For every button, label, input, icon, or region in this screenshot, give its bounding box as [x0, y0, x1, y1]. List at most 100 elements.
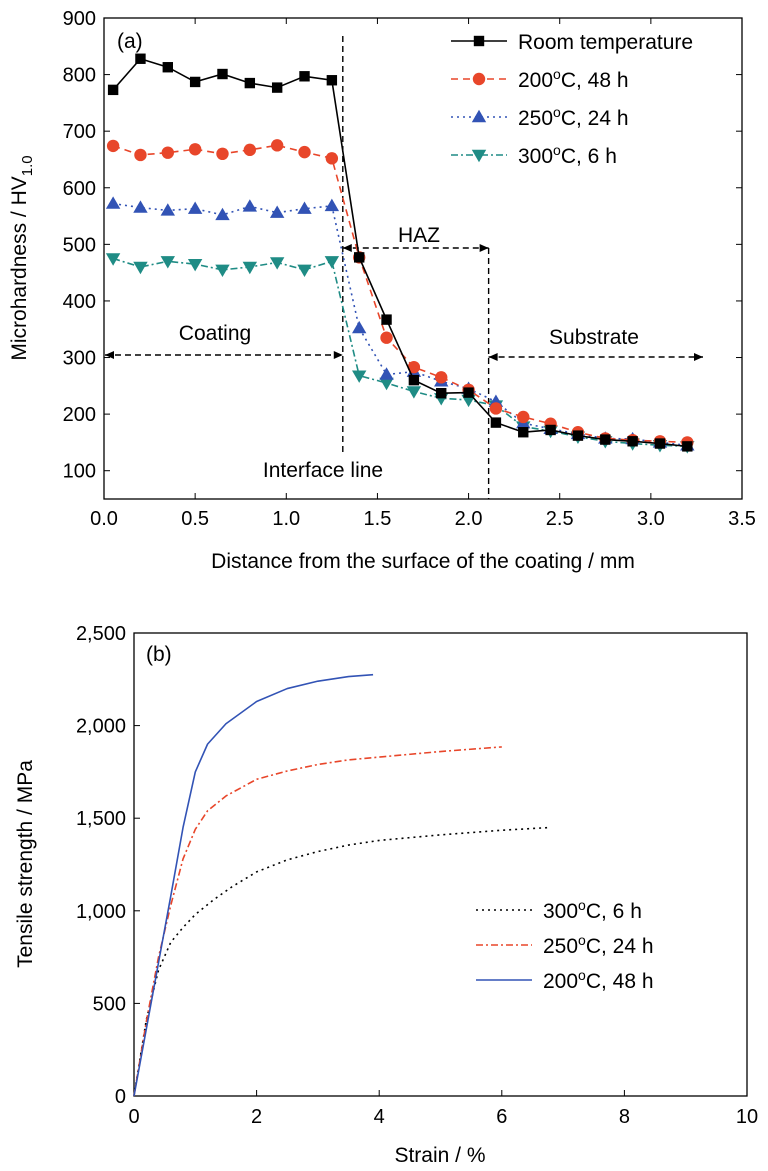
- data-point: [243, 143, 257, 157]
- legend-label-tail: C, 24 h: [586, 935, 654, 958]
- series-1: [106, 139, 694, 449]
- series-line-1: [133, 746, 502, 1097]
- x-tick-label: 8: [619, 1106, 630, 1128]
- legend-label-tail: C, 6 h: [586, 900, 642, 923]
- data-point: [600, 434, 611, 445]
- legend-marker: [471, 109, 487, 123]
- data-point: [381, 314, 392, 325]
- data-point: [379, 367, 394, 380]
- legend-label-sup: o: [553, 66, 561, 82]
- x-tick-label: 4: [374, 1106, 385, 1128]
- series-line: [112, 144, 688, 444]
- legend-label-tail: C, 6 h: [561, 145, 617, 168]
- legend-label-sup: o: [553, 142, 561, 158]
- y-tick-label: 0: [115, 1086, 126, 1108]
- coating-label: Coating: [179, 322, 251, 345]
- data-point: [297, 264, 312, 278]
- x-tick-label: 3.5: [728, 508, 756, 530]
- data-point: [187, 201, 203, 214]
- chart-b-y-axis-label: Tensile strength / MPa: [14, 760, 37, 968]
- x-tick-label: 10: [736, 1106, 758, 1128]
- legend-label: Room temperature: [518, 31, 693, 54]
- legend-label-tail: C, 48 h: [586, 970, 654, 993]
- legend-label-tail: C, 48 h: [561, 69, 629, 92]
- data-point: [545, 424, 556, 436]
- data-point: [162, 62, 173, 73]
- data-point: [682, 441, 693, 452]
- data-point: [298, 145, 311, 159]
- legend-label-sup: o: [578, 897, 586, 913]
- x-tick-label: 6: [496, 1106, 507, 1128]
- legend-label-main: 250: [543, 935, 578, 958]
- legend-label: 300oC, 6 h: [543, 897, 642, 923]
- data-point: [461, 394, 476, 408]
- data-point: [242, 261, 258, 275]
- legend-label: 250oC, 24 h: [543, 932, 654, 958]
- x-tick-label: 1.0: [272, 508, 300, 530]
- substrate-arrow-head-right: [694, 353, 703, 361]
- x-tick-label: 3.0: [637, 508, 665, 530]
- y-tick-label: 1,000: [76, 901, 126, 923]
- y-tick-label: 900: [63, 8, 96, 30]
- chart-b-x-ticks: 0 2 4 6 8 10: [128, 1090, 758, 1128]
- coating-arrow-head-left: [105, 351, 114, 359]
- legend-label-main: 200: [543, 970, 578, 993]
- data-point: [189, 76, 201, 88]
- y-tick-label: 400: [63, 291, 96, 313]
- data-point: [217, 68, 228, 80]
- chart-a-y-axis-label-main: Microhardness / HV: [8, 176, 31, 360]
- data-point: [325, 152, 339, 165]
- legend-label-sup: o: [578, 932, 586, 948]
- series-line: [112, 57, 688, 448]
- chart-b-y-ticks: 0 500 1,000 1,500 2,000 2,500: [76, 623, 140, 1108]
- y-tick-label: 600: [63, 178, 96, 200]
- data-point: [654, 438, 666, 449]
- chart-a-x-ticks: 0.0 0.5 1.0 1.5 2.0 2.5 3.0 3.5: [90, 18, 756, 530]
- data-point: [270, 139, 284, 152]
- data-point: [326, 75, 338, 86]
- data-point: [160, 203, 175, 216]
- data-point: [352, 320, 367, 334]
- legend-label-main: 300: [543, 900, 578, 923]
- data-point: [407, 360, 421, 374]
- series-line: [112, 257, 688, 448]
- chart-a-y-axis-label: Microhardness / HV1.0: [8, 155, 36, 360]
- chart-a-y-axis-label-sub: 1.0: [19, 155, 36, 176]
- data-point: [297, 201, 312, 214]
- haz-arrow-head-right: [479, 244, 489, 252]
- data-point: [216, 147, 229, 161]
- y-tick-label: 1,500: [76, 808, 126, 830]
- data-point: [463, 387, 474, 398]
- x-tick-label: 2.5: [546, 508, 574, 530]
- series-line-0: [133, 826, 551, 1097]
- data-point: [406, 386, 422, 399]
- data-point: [352, 370, 367, 383]
- data-point: [215, 264, 230, 278]
- data-point: [490, 417, 502, 428]
- data-point: [160, 256, 175, 269]
- x-tick-label: 1.5: [364, 508, 392, 530]
- data-point: [269, 205, 285, 218]
- x-tick-label: 2: [251, 1106, 262, 1128]
- legend-label-main: Room temperature: [518, 31, 693, 54]
- legend-marker: [472, 72, 486, 86]
- legend-marker: [473, 35, 485, 47]
- data-point: [380, 331, 393, 344]
- series-0: [107, 53, 693, 452]
- legend-label: 200oC, 48 h: [543, 967, 654, 993]
- data-point: [299, 71, 310, 82]
- legend-marker: [471, 149, 487, 163]
- legend-label: 250oC, 24 h: [518, 104, 629, 130]
- chart-a: 0.0 0.5 1.0 1.5 2.0 2.5 3.0 3.5 100 200 300 400 500…: [8, 8, 756, 573]
- legend-label-main: 200: [518, 69, 553, 92]
- data-point: [408, 374, 420, 386]
- haz-label: HAZ: [398, 224, 440, 247]
- series-line-2: [133, 673, 374, 1097]
- series-line: [112, 202, 688, 447]
- data-point: [133, 261, 148, 275]
- chart-b-panel-label: (b): [146, 643, 172, 666]
- data-point: [105, 253, 121, 266]
- data-point: [244, 77, 256, 89]
